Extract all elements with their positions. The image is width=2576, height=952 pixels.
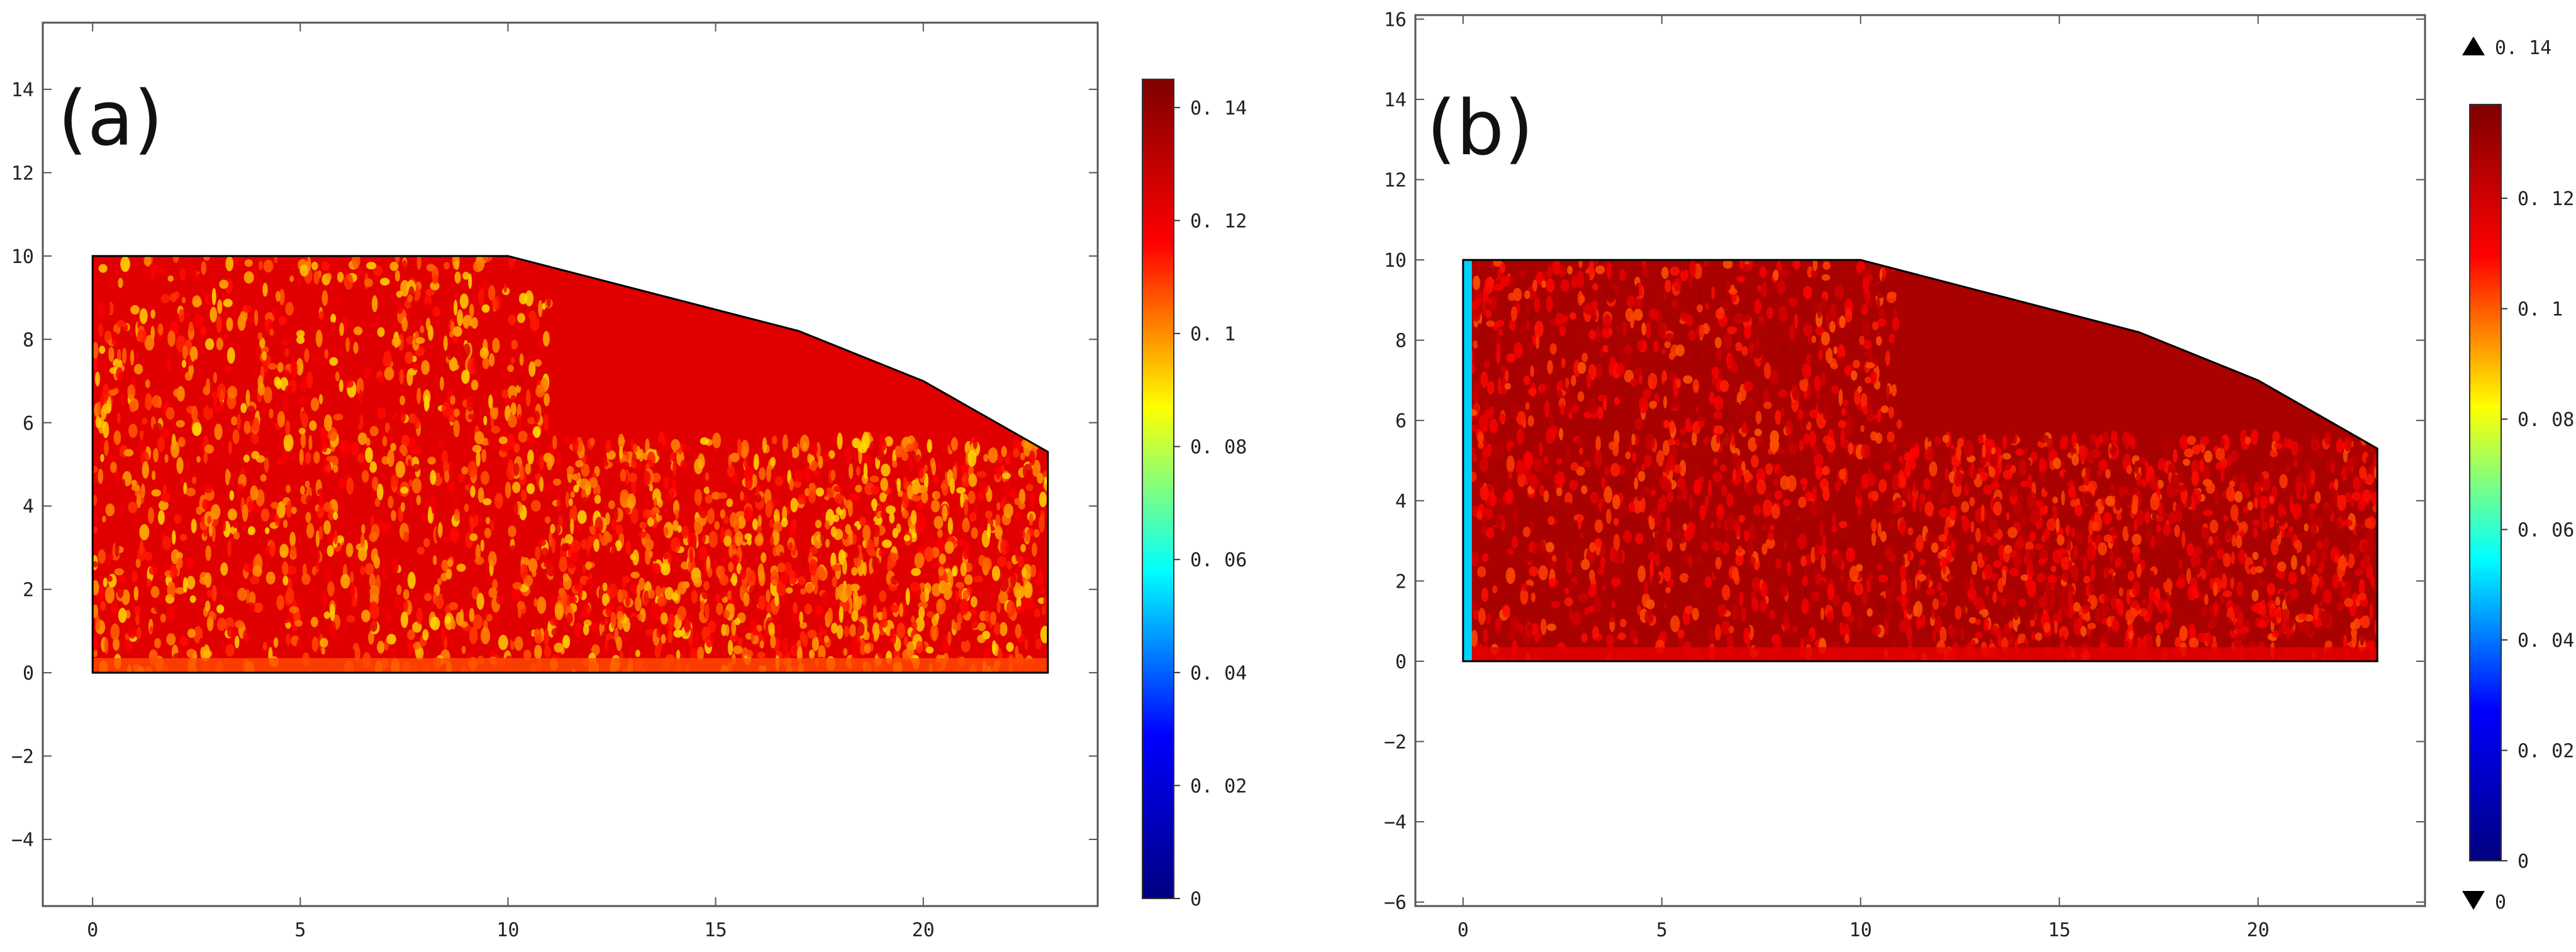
colorbar-tick-label: 0. 04 (1190, 663, 1247, 685)
x-tick-label: 10 (496, 919, 519, 941)
y-tick-label: 8 (1395, 330, 1407, 352)
colorbar-tick-label: 0. 08 (1190, 437, 1247, 459)
colorbar-tick-label: 0 (1190, 888, 1202, 910)
colorbar-tick-label: 0. 14 (1190, 98, 1247, 120)
axes-frame (42, 21, 1099, 907)
panel-label: (b) (1427, 85, 1534, 172)
y-tick-label: 4 (1395, 491, 1407, 513)
y-tick-label: 10 (1384, 250, 1407, 272)
colorbar (2469, 104, 2502, 861)
x-tick-label: 0 (87, 919, 98, 941)
y-tick-label: 0 (23, 663, 34, 685)
domain-outline (1462, 259, 2378, 663)
colorbar-tick-label: 0. 1 (1190, 323, 1235, 345)
colorbar-tick-label: 0. 02 (2517, 741, 2574, 763)
x-tick-label: 20 (912, 919, 935, 941)
colorbar-tick-label: 0. 02 (1190, 775, 1247, 797)
y-tick-label: 2 (1395, 571, 1407, 593)
y-tick-label: 12 (1384, 170, 1407, 192)
y-tick-label: −2 (1384, 731, 1407, 753)
colorbar-max-arrow (2462, 36, 2485, 55)
y-tick-label: 14 (11, 79, 34, 101)
x-tick-label: 5 (294, 919, 306, 941)
axes-frame (1414, 14, 2426, 907)
colorbar-tick-label: 0. 04 (2517, 630, 2574, 652)
x-tick-label: 20 (2247, 919, 2270, 941)
y-tick-label: 16 (1384, 9, 1407, 31)
y-tick-label: −6 (1384, 892, 1407, 914)
y-tick-label: −2 (11, 746, 34, 768)
x-tick-label: 15 (2048, 919, 2071, 941)
y-tick-label: 8 (23, 329, 34, 351)
y-tick-label: 14 (1384, 89, 1407, 111)
y-tick-label: 0 (1395, 651, 1407, 673)
colorbar-tick-label: 0. 12 (2517, 188, 2574, 210)
colorbar-tick-label: 0 (2517, 851, 2529, 873)
panel-label: (a) (58, 76, 163, 163)
domain-outline (91, 255, 1049, 674)
x-tick-label: 10 (1849, 919, 1872, 941)
y-tick-label: 12 (11, 162, 34, 184)
colorbar-tick-label: 0. 08 (2517, 409, 2574, 431)
left-edge-band (1463, 260, 1472, 661)
colorbar-tick-label: 0. 06 (1190, 549, 1247, 571)
y-tick-label: 4 (23, 496, 34, 518)
colorbar-min-label: 0 (2495, 892, 2506, 914)
y-tick-label: 10 (11, 246, 34, 268)
y-tick-label: −4 (1384, 812, 1407, 834)
colorbar-tick-label: 0. 06 (2517, 520, 2574, 542)
colorbar (1142, 79, 1174, 899)
colorbar-min-arrow (2462, 891, 2485, 910)
colorbar-tick-label: 0. 1 (2517, 299, 2563, 321)
panel-b: 0 5 10 15 20 −6 −4 −2 0 2 4 6 8 10 12 14 16 (b) 0 0. 02 0. 0… (1384, 9, 2574, 941)
y-tick-label: 6 (1395, 410, 1407, 432)
y-tick-label: 6 (23, 413, 34, 435)
colorbar-tick-label: 0. 12 (1190, 210, 1247, 232)
panel-a: 0 5 10 15 20 −4 −2 0 2 4 6 8 10 12 14 (a) 0 0. 02 0. 04 0. … (11, 21, 1247, 941)
colorbar-max-label: 0. 14 (2495, 37, 2551, 59)
x-tick-label: 0 (1458, 919, 1469, 941)
field-texture (92, 255, 1048, 673)
y-tick-label: 2 (23, 580, 34, 602)
y-tick-label: −4 (11, 829, 34, 851)
field-texture (1463, 260, 2378, 661)
x-tick-label: 15 (705, 919, 727, 941)
x-tick-label: 5 (1656, 919, 1668, 941)
